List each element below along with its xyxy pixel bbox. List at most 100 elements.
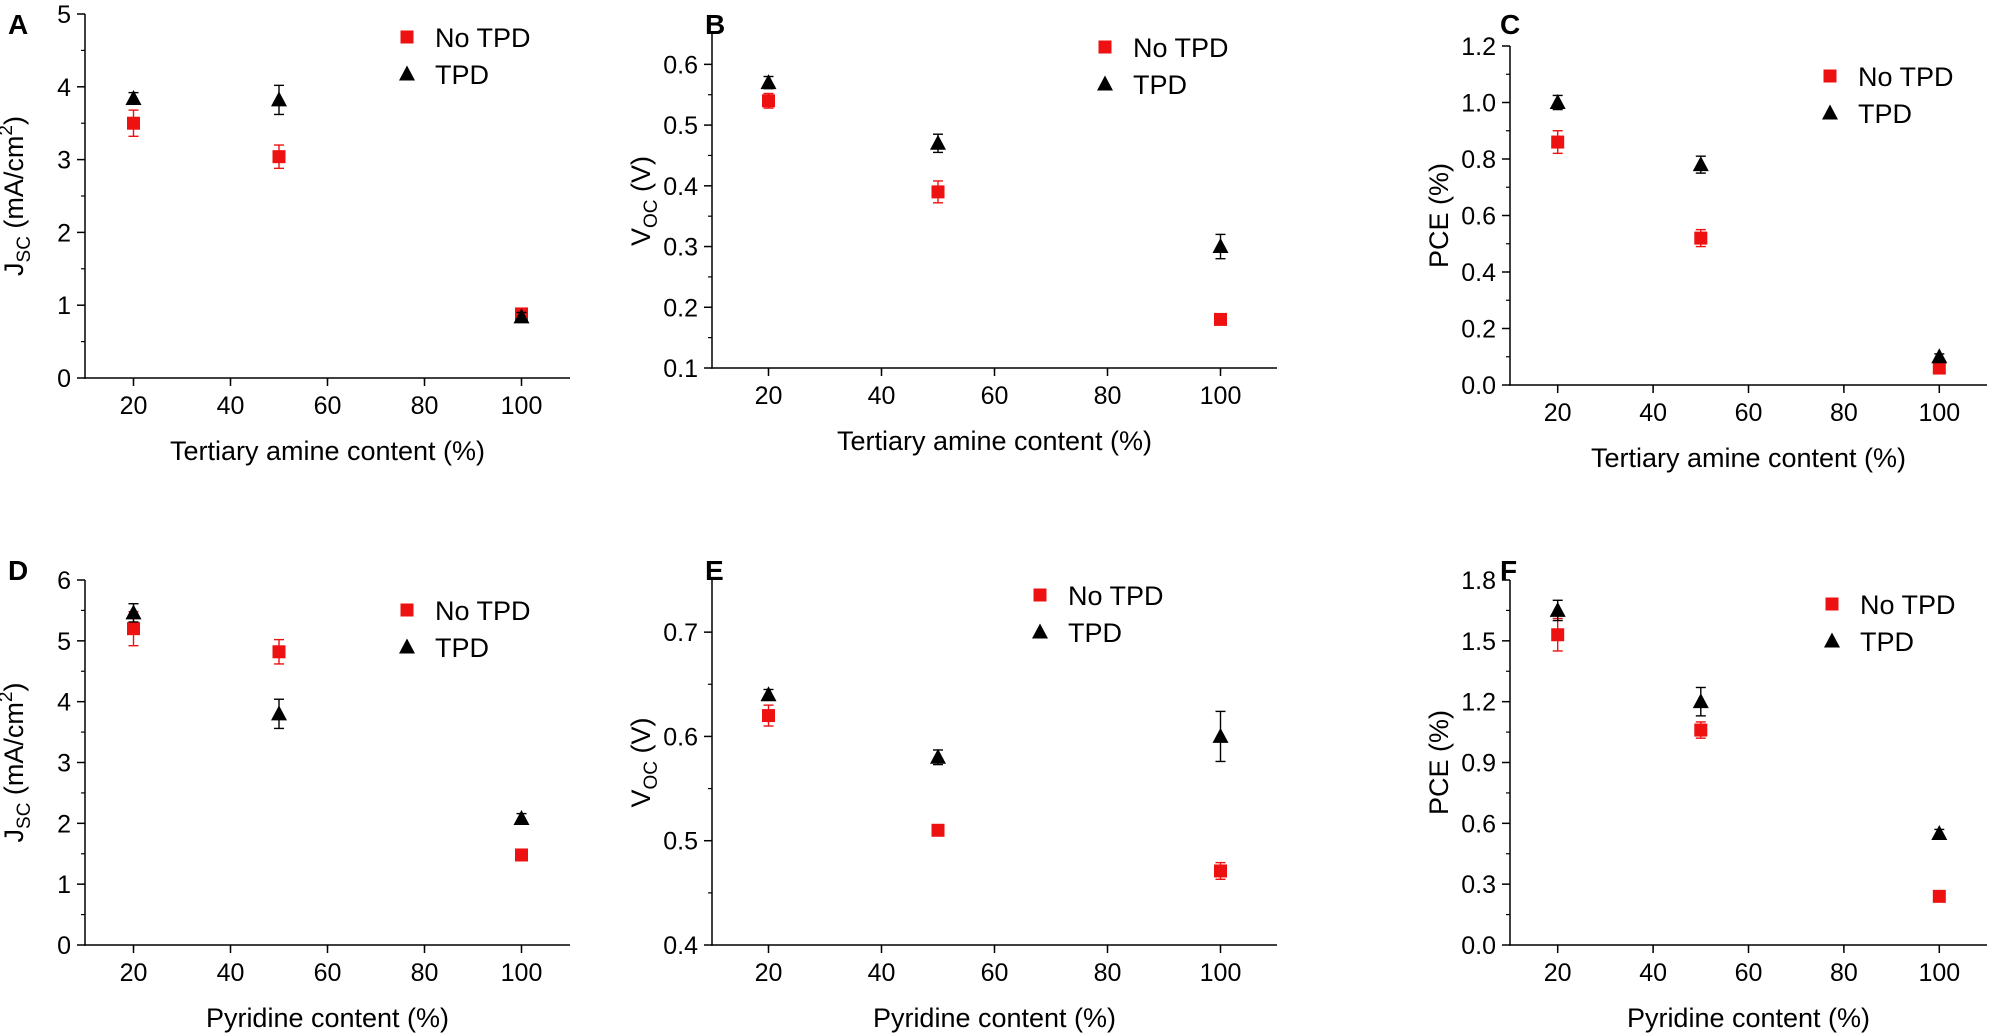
y-tick-label: 0.8 xyxy=(1461,146,1496,174)
tpd-point xyxy=(1212,727,1229,743)
y-tick-label: 0.0 xyxy=(1461,932,1496,960)
y-tick-label: 0 xyxy=(57,932,71,960)
y-tick-label: 5 xyxy=(57,1,71,29)
tpd-point xyxy=(513,308,530,324)
no-tpd-point xyxy=(272,645,286,659)
tpd-point xyxy=(760,686,777,702)
y-tick-label: 0.4 xyxy=(1461,259,1496,287)
x-tick-label: 100 xyxy=(1918,399,1960,427)
x-axis-label: Tertiary amine content (%) xyxy=(837,426,1152,456)
x-tick-label: 20 xyxy=(755,382,783,410)
no-tpd-point xyxy=(1551,135,1565,149)
y-tick-label: 0.6 xyxy=(663,51,698,79)
no-tpd-point xyxy=(762,709,775,723)
x-tick-label: 40 xyxy=(217,392,245,420)
y-tick-label: 1.5 xyxy=(1461,628,1496,656)
chart-panel-f: 20 40 60 80 100 0.0 0.3 0.6 0.9 1.2 1.5 1.8 Pyridine… xyxy=(1424,555,1987,1033)
x-tick-label: 20 xyxy=(120,392,148,420)
x-tick-label: 20 xyxy=(1544,959,1572,987)
x-tick-label: 40 xyxy=(868,382,896,410)
no-tpd-point xyxy=(931,185,945,199)
y-axis-label: PCE (%) xyxy=(1424,710,1454,815)
x-tick-label: 100 xyxy=(1918,959,1960,987)
legend-tpd-marker xyxy=(399,638,415,654)
legend-entry: No TPD xyxy=(435,596,531,626)
legend-entry: No TPD xyxy=(435,23,531,53)
y-tick-label: 0.6 xyxy=(1461,810,1496,838)
no-tpd-point xyxy=(1932,361,1946,375)
tpd-point xyxy=(125,604,142,620)
legend-no-tpd-marker xyxy=(1098,40,1112,54)
x-tick-label: 100 xyxy=(1200,959,1242,987)
x-tick-label: 80 xyxy=(411,392,439,420)
legend-entry: TPD xyxy=(1068,618,1122,648)
x-tick-label: 60 xyxy=(1735,959,1763,987)
legend-entry: No TPD xyxy=(1858,62,1954,92)
chart-panel-c: 20 40 60 80 100 0.0 0.2 0.4 0.6 0.8 1.0 1.2 Tertiary… xyxy=(1424,9,1987,473)
tpd-point xyxy=(1212,238,1229,254)
panel-label: F xyxy=(1500,555,1517,586)
y-tick-label: 0.5 xyxy=(663,828,698,856)
x-tick-label: 60 xyxy=(981,959,1009,987)
x-tick-label: 80 xyxy=(1094,959,1122,987)
x-tick-label: 80 xyxy=(1830,959,1858,987)
x-tick-label: 20 xyxy=(755,959,783,987)
tpd-point xyxy=(1931,824,1948,840)
panel-label: D xyxy=(8,555,28,586)
no-tpd-point xyxy=(1694,723,1708,737)
x-tick-label: 60 xyxy=(314,392,342,420)
no-tpd-point xyxy=(1932,889,1946,903)
legend-tpd-marker xyxy=(1032,623,1048,639)
y-tick-label: 1.2 xyxy=(1461,33,1496,61)
y-tick-label: 0.9 xyxy=(1461,750,1496,778)
y-tick-label: 1 xyxy=(57,871,71,899)
x-tick-label: 60 xyxy=(1735,399,1763,427)
tpd-point xyxy=(930,748,946,764)
y-tick-label: 3 xyxy=(57,750,71,778)
y-tick-label: 2 xyxy=(57,810,71,838)
y-tick-label: 3 xyxy=(57,147,71,175)
legend-no-tpd-marker xyxy=(400,603,414,617)
y-tick-label: 6 xyxy=(57,567,71,595)
no-tpd-point xyxy=(515,848,528,862)
tpd-point xyxy=(125,89,142,105)
y-tick-label: 0.5 xyxy=(663,112,698,140)
x-axis-label: Pyridine content (%) xyxy=(873,1003,1116,1033)
tpd-point xyxy=(513,809,530,825)
x-tick-label: 40 xyxy=(1639,399,1667,427)
x-tick-label: 20 xyxy=(1544,399,1572,427)
legend-entry: TPD xyxy=(435,633,489,663)
y-tick-label: 4 xyxy=(57,689,71,717)
legend-entry: No TPD xyxy=(1133,33,1229,63)
tpd-point xyxy=(1549,601,1566,617)
legend-entry: No TPD xyxy=(1860,590,1956,620)
no-tpd-point xyxy=(272,150,286,164)
y-tick-label: 0.3 xyxy=(1461,871,1496,899)
y-tick-label: 0 xyxy=(57,365,71,393)
panel-label: A xyxy=(8,9,28,40)
x-axis-label: Pyridine content (%) xyxy=(206,1003,449,1033)
y-tick-label: 0.6 xyxy=(663,723,698,751)
y-axis-label: JSC (mA/cm2) xyxy=(0,116,35,276)
y-tick-label: 0.4 xyxy=(663,173,698,201)
chart-panel-b: 20 40 60 80 100 0.1 0.2 0.3 0.4 0.5 0.6 Tertiary am… xyxy=(626,9,1277,456)
no-tpd-point xyxy=(127,622,140,636)
legend-no-tpd-marker xyxy=(400,30,414,44)
tpd-point xyxy=(760,74,777,90)
tpd-point xyxy=(1692,156,1709,172)
panel-label: E xyxy=(705,555,724,586)
legend-no-tpd-marker xyxy=(1823,69,1837,83)
x-tick-label: 60 xyxy=(981,382,1009,410)
y-tick-label: 1.8 xyxy=(1461,567,1496,595)
chart-panel-a: 20 40 60 80 100 0 1 2 3 4 5 Tertiary amine content … xyxy=(0,1,570,466)
y-tick-label: 1.0 xyxy=(1461,90,1496,118)
x-tick-label: 100 xyxy=(1200,382,1242,410)
y-tick-label: 2 xyxy=(57,219,71,247)
y-axis-label: VOC (V) xyxy=(626,717,662,807)
y-tick-label: 4 xyxy=(57,74,71,102)
chart-panel-e: 20 40 60 80 100 0.4 0.5 0.6 0.7 Pyridine content … xyxy=(626,555,1277,1033)
legend-entry: TPD xyxy=(1133,70,1187,100)
legend-tpd-marker xyxy=(1824,632,1840,648)
no-tpd-point xyxy=(762,94,775,108)
legend-entry: TPD xyxy=(435,60,489,90)
